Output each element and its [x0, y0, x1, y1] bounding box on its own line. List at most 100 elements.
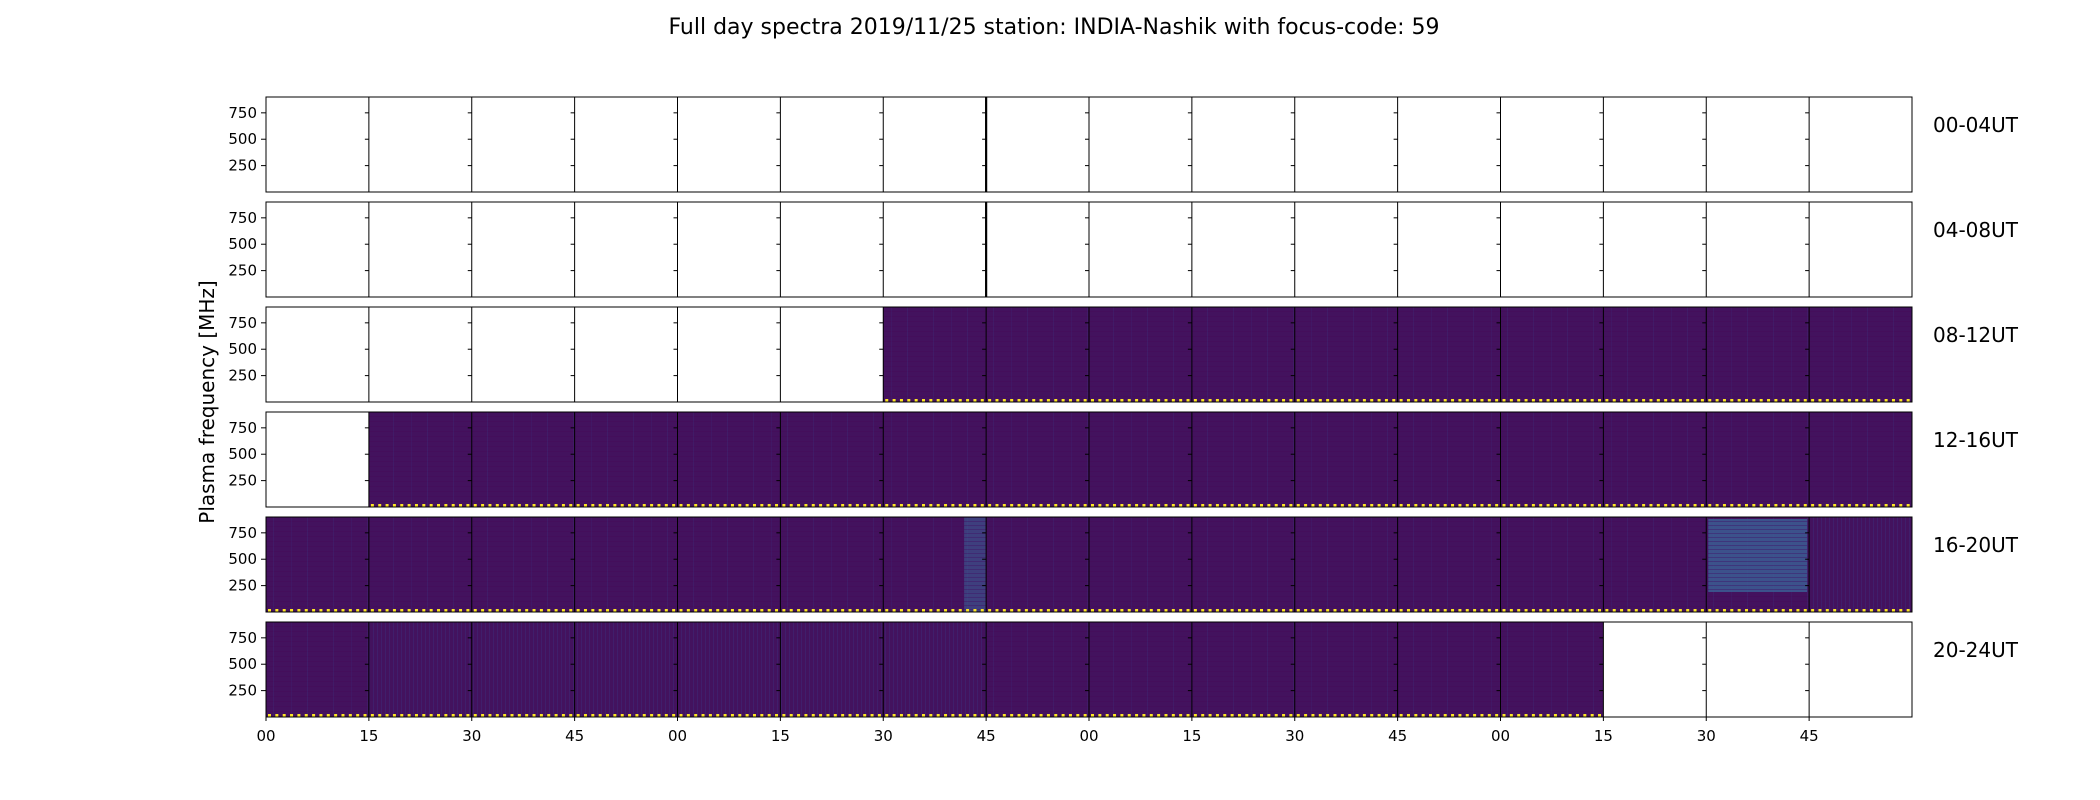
marker-dot	[708, 609, 712, 612]
marker-dot	[1289, 609, 1293, 612]
marker-dot	[958, 714, 962, 717]
marker-dot	[1693, 399, 1697, 402]
marker-dot	[848, 504, 852, 507]
marker-dot	[841, 609, 845, 612]
marker-dot	[1877, 609, 1881, 612]
marker-dot	[1649, 504, 1653, 507]
marker-dot	[1539, 504, 1543, 507]
marker-dot	[1715, 609, 1719, 612]
marker-dot	[1267, 714, 1271, 717]
marker-dot	[921, 714, 925, 717]
marker-dot	[1208, 609, 1212, 612]
marker-dot	[268, 609, 271, 612]
marker-dot	[290, 609, 294, 612]
marker-dot	[1583, 399, 1587, 402]
marker-dot	[319, 714, 323, 717]
marker-dot	[664, 504, 668, 507]
marker-dot	[1215, 504, 1219, 507]
spectrum-cell	[986, 307, 1089, 402]
marker-dot	[679, 504, 683, 507]
marker-dot	[1311, 714, 1315, 717]
x-tick-label: 15	[359, 727, 378, 745]
y-tick-label: 750	[228, 629, 257, 647]
marker-dot	[1495, 714, 1499, 717]
marker-dot	[1708, 504, 1712, 507]
spectrum-cell	[1809, 412, 1912, 507]
marker-dot	[775, 504, 779, 507]
marker-dot	[899, 399, 903, 402]
marker-dot	[1289, 504, 1293, 507]
marker-dot	[1509, 399, 1513, 402]
marker-dot	[481, 609, 485, 612]
marker-dot	[642, 609, 646, 612]
marker-dot	[650, 504, 654, 507]
marker-dot	[400, 609, 404, 612]
marker-dot	[760, 504, 764, 507]
marker-dot	[1759, 504, 1763, 507]
row-label: 08-12UT	[1933, 323, 2019, 347]
marker-dot	[561, 504, 565, 507]
marker-dot	[1767, 504, 1771, 507]
row-00-04UT: 750 500 250 00-04UT	[228, 96, 2019, 193]
row-08-12UT: 750 500 250 08-12UT	[228, 306, 2019, 403]
x-axis: 00 15 30 45 00 15 30 45 00 15 30 45 00 15 30 45	[256, 717, 1819, 745]
marker-dot	[1421, 399, 1425, 402]
marker-dot	[1245, 399, 1249, 402]
marker-dot	[1429, 399, 1433, 402]
marker-dot	[444, 714, 448, 717]
marker-dot	[1862, 399, 1866, 402]
marker-dot	[1451, 399, 1455, 402]
marker-dot	[1120, 504, 1124, 507]
marker-dot	[1105, 609, 1109, 612]
marker-dot	[877, 609, 881, 612]
marker-dot	[1245, 609, 1249, 612]
marker-dot	[1230, 714, 1234, 717]
marker-dot	[1825, 609, 1829, 612]
marker-dot	[1260, 504, 1264, 507]
marker-dot	[451, 714, 455, 717]
marker-dot	[767, 714, 771, 717]
marker-dot	[1076, 399, 1080, 402]
marker-dot	[870, 609, 874, 612]
marker-dot	[1340, 714, 1344, 717]
marker-dot	[1487, 504, 1491, 507]
x-tick-label: 45	[565, 727, 584, 745]
spectrum-cell	[1603, 517, 1707, 612]
marker-dot	[1296, 714, 1300, 717]
marker-dot	[569, 714, 573, 717]
marker-dot	[1164, 399, 1168, 402]
marker-dot	[1384, 399, 1388, 402]
marker-dot	[1157, 504, 1161, 507]
marker-dot	[863, 714, 867, 717]
marker-dot	[495, 504, 499, 507]
marker-dot	[1502, 504, 1506, 507]
marker-dot	[326, 609, 330, 612]
marker-dot	[1186, 504, 1190, 507]
marker-dot	[1318, 609, 1322, 612]
marker-dot	[378, 714, 382, 717]
marker-dot	[1039, 399, 1043, 402]
marker-dot	[1818, 609, 1822, 612]
marker-dot	[628, 609, 632, 612]
marker-dot	[907, 609, 911, 612]
marker-dot	[1370, 609, 1374, 612]
marker-dot	[1524, 714, 1528, 717]
marker-dot	[1781, 399, 1785, 402]
marker-dot	[437, 714, 441, 717]
y-tick-label: 750	[228, 524, 257, 542]
marker-dot	[1171, 504, 1175, 507]
marker-dot	[1171, 609, 1175, 612]
marker-dot	[1656, 399, 1660, 402]
marker-dot	[1304, 399, 1308, 402]
marker-dot	[356, 714, 360, 717]
marker-dot	[1568, 504, 1572, 507]
marker-dot	[936, 399, 940, 402]
marker-dot	[1105, 714, 1109, 717]
marker-dot	[1193, 609, 1197, 612]
spectrum-burst	[964, 517, 987, 612]
marker-dot	[539, 609, 543, 612]
marker-dot	[973, 714, 977, 717]
y-tick-label: 500	[228, 550, 257, 568]
spectrum-cell	[986, 412, 1089, 507]
